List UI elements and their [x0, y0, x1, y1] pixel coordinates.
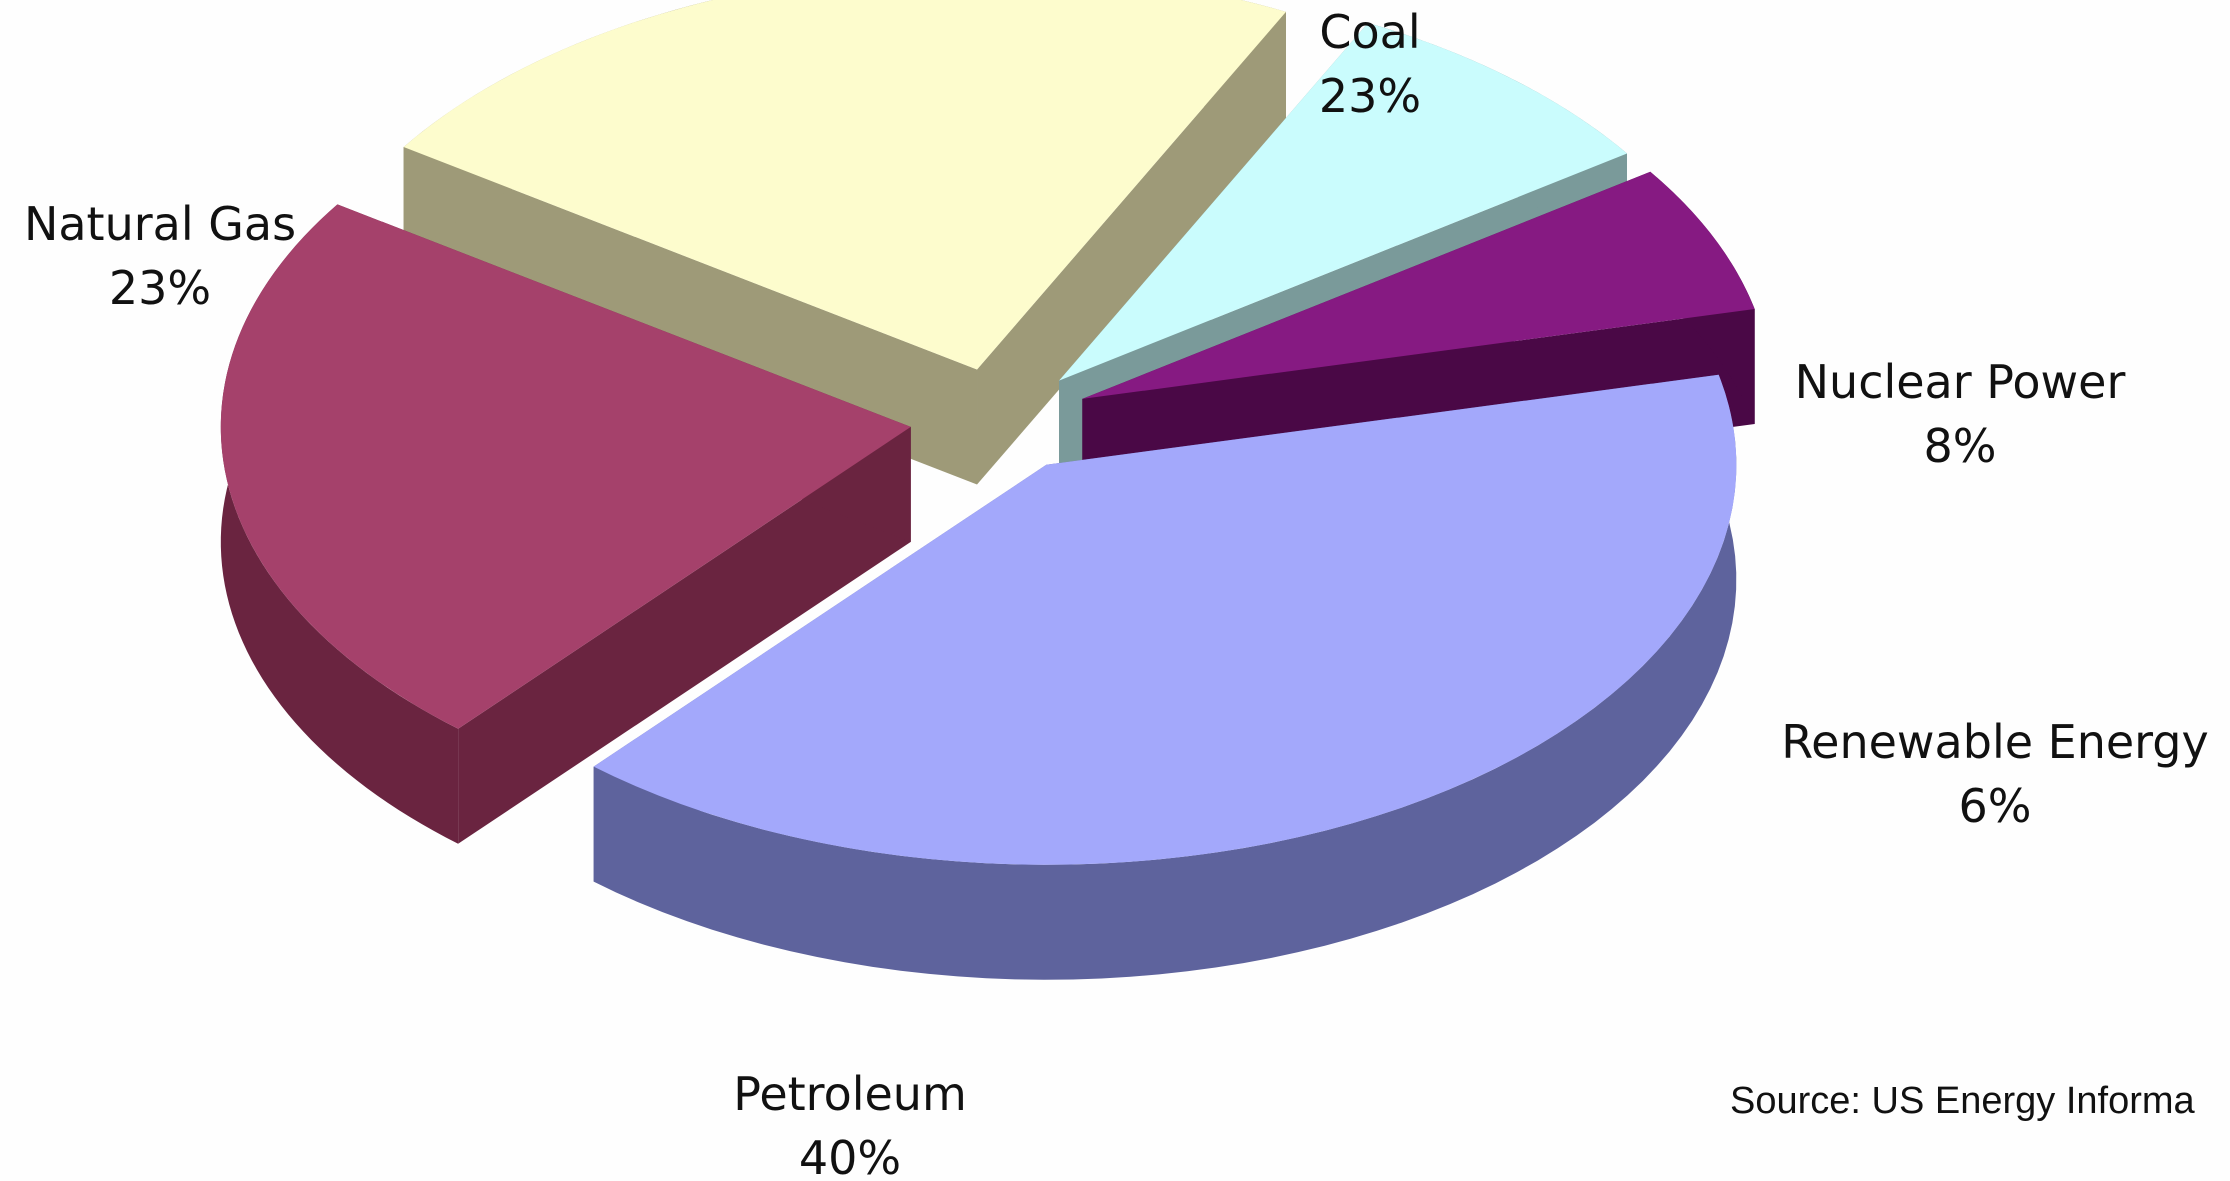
label-coal-value: 23% — [1318, 69, 1422, 123]
slice-wall-natural-gas-0 — [458, 426, 911, 844]
label-natural-gas: Natural Gas 23% — [0, 192, 320, 320]
label-renewable-energy-name: Renewable Energy — [1781, 715, 2209, 769]
label-nuclear-power: Nuclear Power 8% — [1770, 350, 2150, 478]
label-petroleum: Petroleum 40% — [700, 1062, 1000, 1181]
slice-outer-wall-petroleum — [593, 374, 1737, 980]
label-petroleum-value: 40% — [798, 1131, 902, 1181]
label-nuclear-power-value: 8% — [1923, 419, 1997, 473]
label-natural-gas-name: Natural Gas — [23, 197, 297, 251]
source-note: Source: US Energy Informa — [1730, 1080, 2195, 1122]
slice-top-natural-gas — [220, 204, 911, 729]
label-coal-name: Coal — [1319, 5, 1421, 59]
slice-natural-gas — [220, 204, 911, 844]
slice-petroleum — [593, 374, 1737, 980]
slice-wall-coal-1 — [977, 11, 1286, 485]
slice-top-petroleum — [593, 374, 1737, 865]
slice-top-nuclear-power — [1059, 22, 1628, 381]
label-natural-gas-value: 23% — [108, 261, 212, 315]
slice-top-coal — [403, 0, 1286, 370]
label-nuclear-power-name: Nuclear Power — [1794, 355, 2126, 409]
label-petroleum-name: Petroleum — [733, 1067, 967, 1121]
label-renewable-energy: Renewable Energy 6% — [1760, 710, 2230, 838]
slice-top-renewable-energy — [1082, 171, 1755, 399]
label-coal: Coal 23% — [1250, 0, 1490, 128]
label-renewable-energy-value: 6% — [1958, 779, 2032, 833]
